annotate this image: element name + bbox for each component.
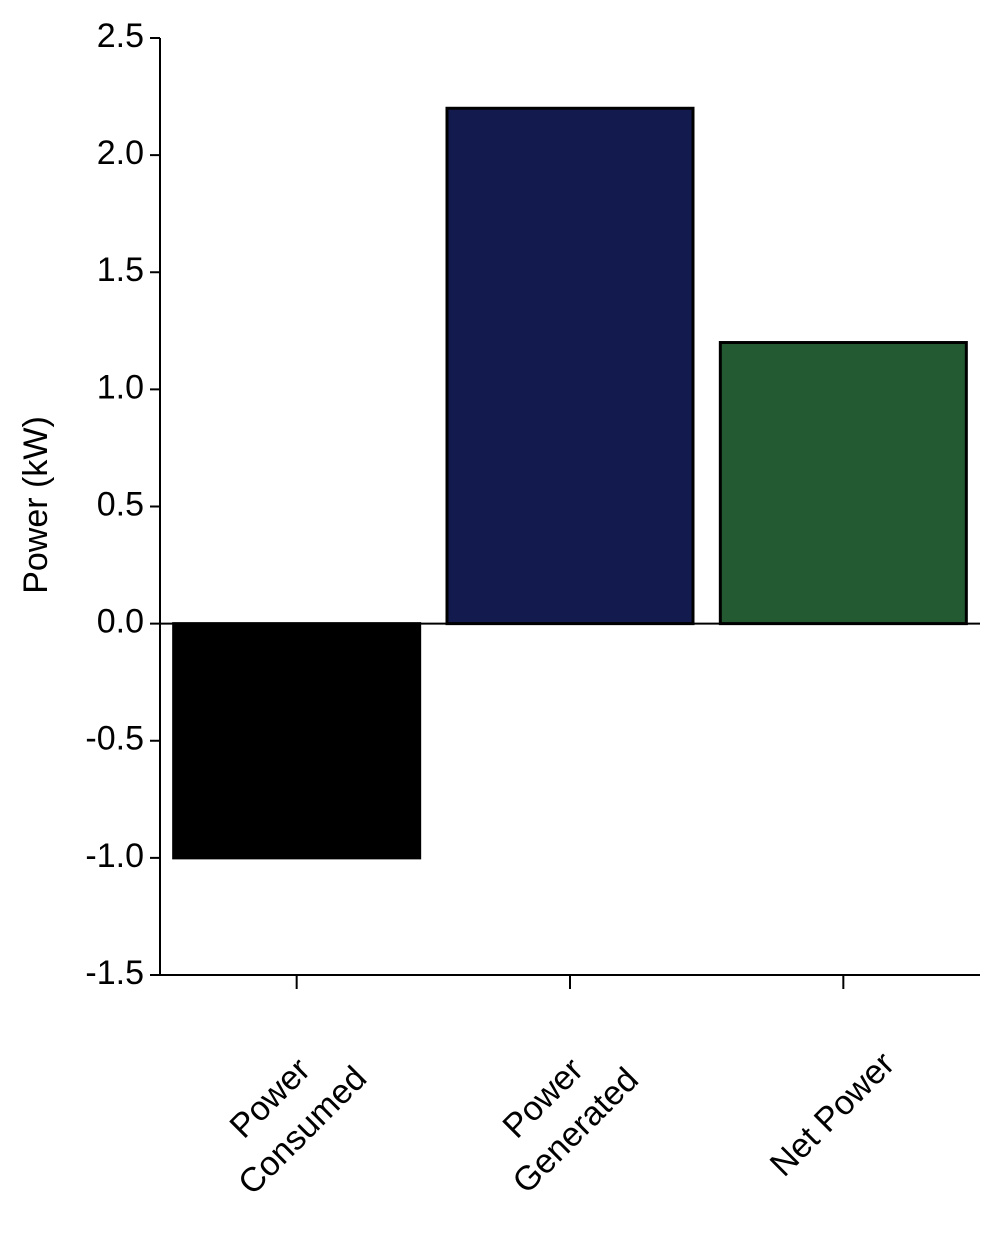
y-tick-label: 2.0 — [97, 134, 144, 172]
y-tick-label: 1.0 — [97, 368, 144, 406]
y-tick-label: -1.0 — [85, 837, 144, 875]
y-tick-label: -1.5 — [85, 954, 144, 992]
y-tick-label: 1.5 — [97, 251, 144, 289]
y-tick-label: -0.5 — [85, 720, 144, 758]
y-tick-label: 0.5 — [97, 485, 144, 523]
bar — [172, 622, 422, 860]
y-axis-label: Power (kW) — [17, 416, 55, 594]
y-tick-label: 0.0 — [97, 603, 144, 641]
bar — [445, 106, 695, 626]
y-tick-label: 2.5 — [97, 17, 144, 55]
bar — [718, 341, 968, 626]
